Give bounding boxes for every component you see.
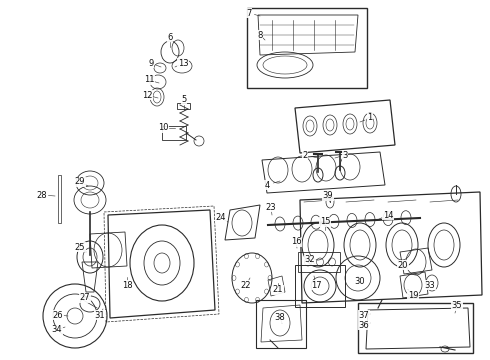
Text: 19: 19 [408,291,418,300]
Bar [162,126,186,140]
Text: 21: 21 [273,285,283,294]
Text: 7: 7 [246,9,252,18]
Text: 29: 29 [75,177,85,186]
Text: 31: 31 [95,310,105,320]
Text: 4: 4 [265,180,270,189]
Text: 22: 22 [241,280,251,289]
Bar [256,300,306,348]
Text: 37: 37 [359,310,369,320]
Text: 35: 35 [452,302,462,310]
Text: 30: 30 [355,278,366,287]
Bar [247,8,367,88]
Text: 34: 34 [51,325,62,334]
Bar [177,103,190,109]
Text: 27: 27 [80,293,90,302]
Text: 5: 5 [181,95,187,104]
Text: 17: 17 [311,280,321,289]
Text: 3: 3 [343,150,348,159]
Bar [295,265,345,307]
Text: 13: 13 [178,58,188,68]
Text: 6: 6 [167,32,172,41]
Text: 12: 12 [142,90,152,99]
Text: 23: 23 [266,202,276,211]
Text: 9: 9 [148,58,154,68]
Text: 15: 15 [320,217,330,226]
Text: 33: 33 [425,280,436,289]
Text: 20: 20 [398,261,408,270]
Text: 14: 14 [383,211,393,220]
Bar [298,252,340,272]
Text: 1: 1 [368,113,372,122]
Text: 32: 32 [305,256,315,265]
Text: 18: 18 [122,280,132,289]
Text: 11: 11 [144,76,154,85]
Text: 38: 38 [274,314,285,323]
Text: 8: 8 [257,31,263,40]
Bar [58,175,61,223]
Text: 16: 16 [291,238,301,247]
Text: 10: 10 [158,123,168,132]
Text: 24: 24 [216,213,226,222]
Text: 36: 36 [359,320,369,329]
Text: 39: 39 [323,192,333,201]
Text: 28: 28 [37,190,48,199]
Text: 25: 25 [75,243,85,252]
Text: 26: 26 [53,310,63,320]
Text: 2: 2 [302,150,308,159]
Bar [358,303,473,353]
